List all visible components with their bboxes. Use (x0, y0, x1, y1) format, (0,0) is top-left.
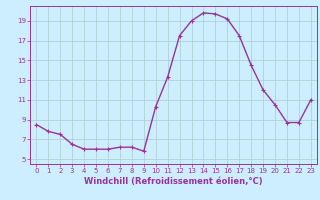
X-axis label: Windchill (Refroidissement éolien,°C): Windchill (Refroidissement éolien,°C) (84, 177, 263, 186)
